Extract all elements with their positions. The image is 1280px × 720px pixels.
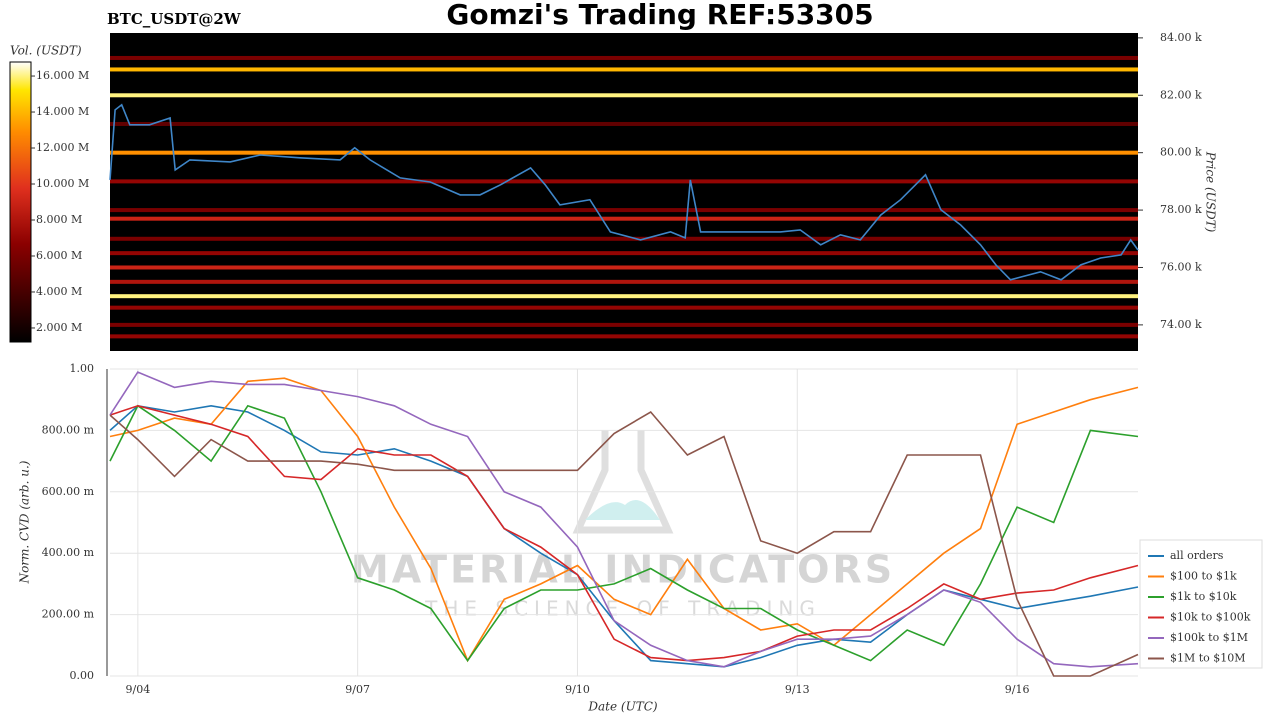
heat-band (110, 121, 1138, 126)
y-tick-label: 80.00 k (1160, 146, 1202, 159)
x-axis-label: Date (UTC) (587, 700, 657, 714)
watermark: MATERIAL INDICATORS (351, 548, 895, 592)
watermark-flask (572, 430, 674, 534)
colorbar-tick-label: 6.000 M (36, 249, 82, 262)
heat-band (110, 236, 1138, 241)
heat-band (110, 208, 1138, 213)
y-tick-label: 600.00 m (42, 485, 95, 498)
heat-band (110, 251, 1138, 256)
x-tick-label: 9/10 (565, 683, 590, 696)
heat-band (110, 93, 1138, 98)
heat-band (110, 322, 1138, 327)
heat-band (110, 279, 1138, 284)
cvd-line (109, 404, 1139, 662)
colorbar-tick-label: 14.000 M (36, 105, 89, 118)
heat-band (110, 334, 1138, 339)
y-tick-label: 1.00 (70, 362, 95, 375)
colorbar-tick-label: 2.000 M (36, 321, 82, 334)
colorbar (9, 61, 32, 343)
cvd-line (109, 410, 1139, 677)
heat-band (110, 294, 1138, 299)
heat-band (110, 150, 1138, 155)
cvd-bg (110, 369, 1138, 676)
heatmap-bg (110, 33, 1138, 351)
cvd-line (109, 377, 1139, 663)
y-tick-label: 82.00 k (1160, 88, 1202, 101)
legend-box (1139, 539, 1263, 669)
heat-band (110, 179, 1138, 184)
flask (572, 430, 674, 534)
cvd-line (109, 371, 1139, 668)
heat-band (110, 216, 1138, 221)
heat-band (110, 55, 1138, 60)
chart-title: Gomzi's Trading REF:53305 (446, 0, 873, 31)
y-axis-label: Norm. CVD (arb. u.) (18, 460, 32, 584)
legend-label: all orders (1170, 549, 1224, 562)
colorbar-tick-label: 8.000 M (36, 213, 82, 226)
heat-band (110, 265, 1138, 270)
y-axis-label: Price (USDT) (1204, 151, 1218, 233)
heat-band (110, 67, 1138, 72)
y-tick-label: 84.00 k (1160, 31, 1202, 44)
y-tick-label: 0.00 (70, 669, 95, 682)
colorbar-tick-label: 16.000 M (36, 69, 89, 82)
flask-liquid (585, 500, 660, 520)
x-tick-label: 9/13 (785, 683, 810, 696)
cvd-line (109, 404, 1139, 662)
colorbar-tick-label: 12.000 M (36, 141, 89, 154)
y-tick-label: 400.00 m (42, 546, 95, 559)
y-tick-label: 76.00 k (1160, 260, 1202, 273)
colorbar-tick-label: 10.000 M (36, 177, 89, 190)
legend-label: $1k to $10k (1170, 590, 1237, 603)
x-tick-label: 9/07 (345, 683, 370, 696)
y-tick-label: 800.00 m (42, 423, 95, 436)
y-tick-label: 78.00 k (1160, 203, 1202, 216)
symbol: BTC_USDT@2W (107, 10, 242, 28)
colorbar-label: Vol. (USDT) (10, 44, 82, 58)
price-line (109, 103, 1139, 281)
legend-label: $100k to $1M (1170, 631, 1248, 644)
y-tick-label: 200.00 m (42, 608, 95, 621)
y-tick-label: 74.00 k (1160, 318, 1202, 331)
heat-band (110, 305, 1138, 310)
x-tick-label: 9/16 (1005, 683, 1030, 696)
legend-label: $1M to $10M (1170, 652, 1246, 665)
legend-label: $100 to $1k (1170, 570, 1237, 583)
legend-label: $10k to $100k (1170, 611, 1251, 624)
colorbar-tick-label: 4.000 M (36, 285, 82, 298)
x-tick-label: 9/04 (125, 683, 150, 696)
